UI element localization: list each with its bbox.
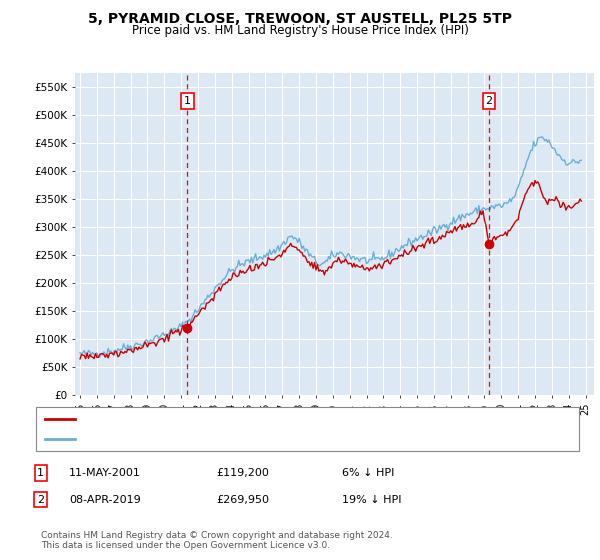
Text: 1: 1 [37, 468, 44, 478]
Text: 2: 2 [485, 96, 493, 106]
Text: 6% ↓ HPI: 6% ↓ HPI [342, 468, 394, 478]
Text: Price paid vs. HM Land Registry's House Price Index (HPI): Price paid vs. HM Land Registry's House … [131, 24, 469, 36]
Text: £119,200: £119,200 [216, 468, 269, 478]
Text: 5, PYRAMID CLOSE, TREWOON, ST AUSTELL, PL25 5TP (detached house): 5, PYRAMID CLOSE, TREWOON, ST AUSTELL, P… [80, 414, 439, 424]
Text: 08-APR-2019: 08-APR-2019 [69, 494, 141, 505]
Text: Contains HM Land Registry data © Crown copyright and database right 2024.
This d: Contains HM Land Registry data © Crown c… [41, 531, 392, 550]
Text: 19% ↓ HPI: 19% ↓ HPI [342, 494, 401, 505]
Text: £269,950: £269,950 [216, 494, 269, 505]
Text: 2: 2 [37, 494, 44, 505]
Text: 1: 1 [184, 96, 191, 106]
Text: 5, PYRAMID CLOSE, TREWOON, ST AUSTELL, PL25 5TP: 5, PYRAMID CLOSE, TREWOON, ST AUSTELL, P… [88, 12, 512, 26]
Text: HPI: Average price, detached house, Cornwall: HPI: Average price, detached house, Corn… [80, 433, 307, 444]
Text: 11-MAY-2001: 11-MAY-2001 [69, 468, 141, 478]
